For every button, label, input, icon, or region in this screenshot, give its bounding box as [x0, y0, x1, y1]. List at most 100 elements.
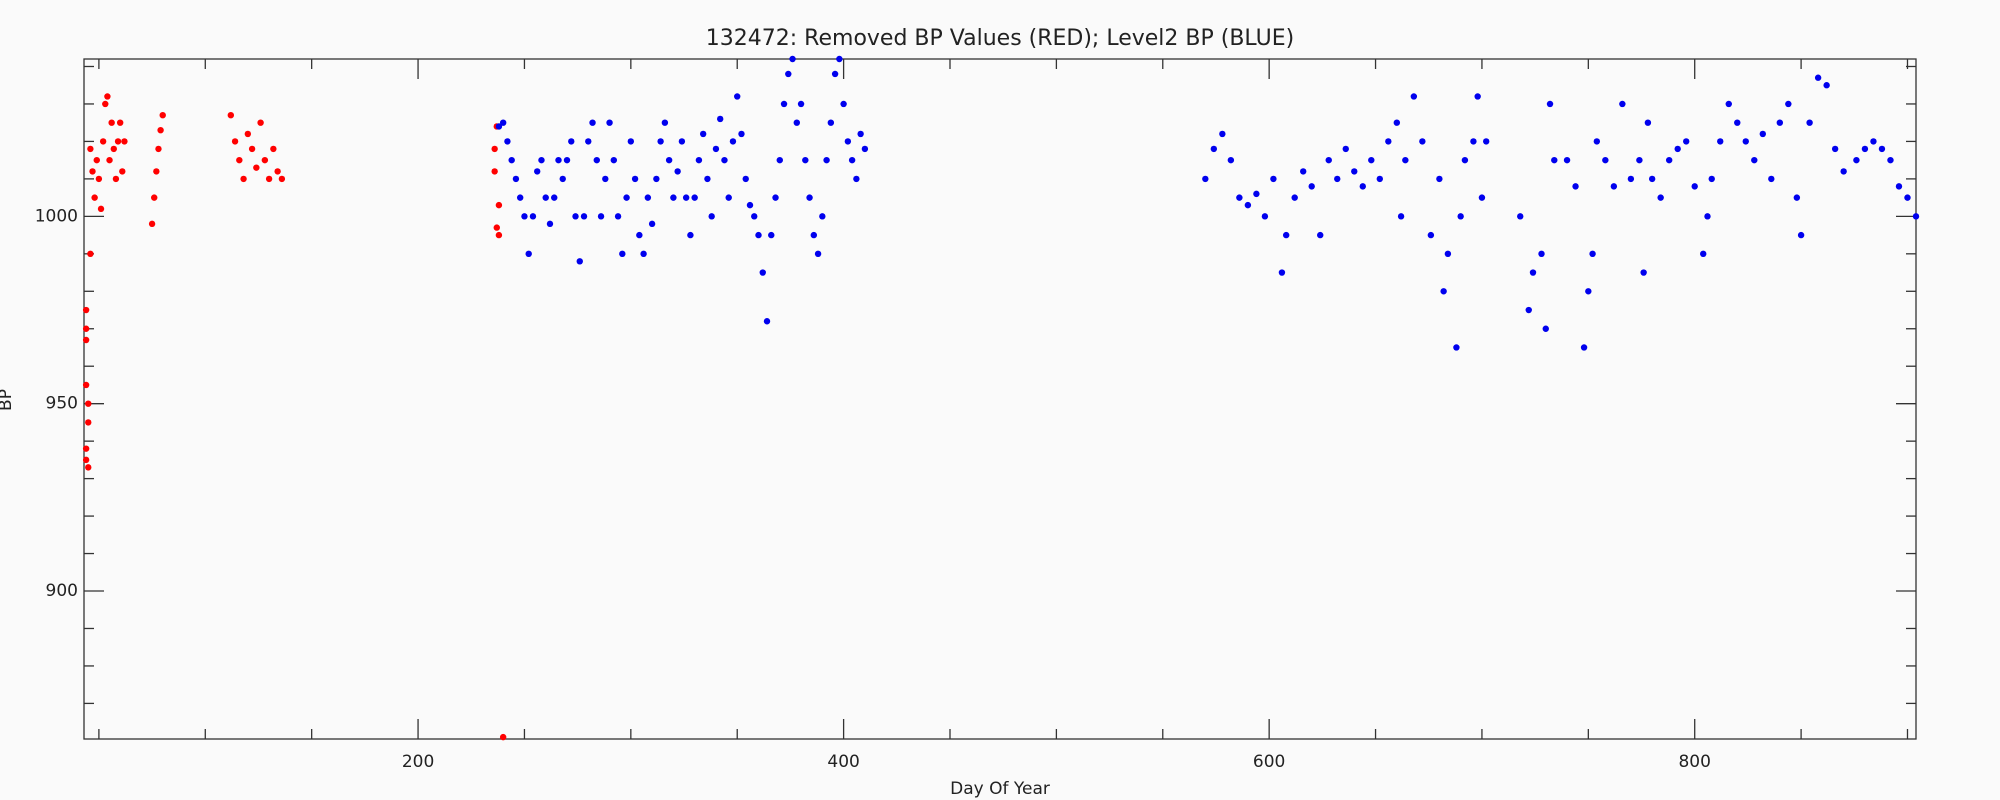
data-point	[1912, 213, 1920, 220]
data-point	[636, 231, 643, 239]
data-point	[108, 119, 115, 126]
data-point	[491, 168, 498, 175]
data-point	[1785, 100, 1792, 108]
data-point	[853, 175, 860, 183]
data-point	[491, 145, 498, 153]
data-point	[614, 213, 622, 220]
data-point	[734, 93, 741, 100]
data-point	[508, 156, 515, 164]
data-point	[674, 168, 681, 175]
data-point	[1657, 194, 1664, 201]
data-point	[87, 145, 94, 153]
data-point	[93, 156, 100, 164]
data-point	[1644, 119, 1652, 126]
data-point	[538, 156, 545, 164]
data-point	[495, 201, 503, 209]
data-point	[1793, 194, 1801, 201]
data-point	[623, 194, 630, 201]
data-point	[1776, 119, 1784, 126]
data-point	[1202, 175, 1209, 183]
data-point	[1308, 183, 1315, 190]
data-point	[1546, 100, 1554, 108]
data-point	[1572, 183, 1579, 190]
data-point	[670, 194, 677, 201]
data-point	[157, 126, 164, 134]
data-point	[85, 400, 92, 407]
data-point	[827, 119, 835, 126]
data-point	[661, 119, 669, 126]
data-point	[1580, 344, 1588, 351]
data-point	[1589, 250, 1596, 258]
data-point	[1525, 306, 1532, 314]
data-point	[716, 115, 724, 123]
data-point	[104, 93, 111, 100]
data-point	[1325, 156, 1332, 164]
x-tick-label: 400	[827, 752, 859, 772]
data-point	[857, 130, 864, 138]
data-point	[1457, 213, 1464, 220]
data-point	[121, 138, 128, 145]
data-point	[1840, 168, 1847, 175]
data-point	[102, 100, 109, 108]
data-point	[772, 194, 779, 201]
data-point	[1904, 194, 1911, 201]
data-point	[82, 456, 90, 464]
data-point	[602, 175, 609, 183]
data-point	[89, 168, 96, 175]
data-point	[597, 213, 605, 220]
data-point	[1619, 100, 1626, 108]
data-point	[529, 213, 537, 220]
data-point	[559, 175, 566, 183]
data-point	[1717, 138, 1724, 145]
data-point	[593, 156, 600, 164]
data-point	[1470, 138, 1477, 145]
data-point	[1210, 145, 1218, 153]
data-point	[793, 119, 800, 126]
data-point	[261, 156, 269, 164]
data-point	[776, 156, 783, 164]
data-point	[1300, 168, 1307, 175]
data-point	[504, 138, 511, 145]
data-point	[840, 100, 847, 108]
data-point	[244, 130, 252, 138]
data-point	[1636, 156, 1643, 164]
data-point	[1482, 138, 1490, 145]
data-point	[521, 213, 528, 220]
data-point	[1261, 213, 1269, 220]
data-point	[82, 336, 90, 344]
data-point	[110, 145, 117, 153]
data-point	[85, 419, 92, 426]
data-point	[1759, 130, 1767, 138]
data-point	[495, 123, 503, 130]
data-point	[516, 194, 524, 201]
data-point	[802, 156, 809, 164]
data-point	[240, 175, 247, 183]
data-point	[627, 138, 635, 145]
data-point	[1529, 269, 1537, 276]
data-point	[82, 325, 90, 332]
data-point	[82, 306, 90, 314]
data-point	[831, 70, 839, 78]
data-point	[1542, 325, 1549, 332]
data-point	[610, 156, 618, 164]
data-point	[148, 220, 156, 228]
data-point	[1410, 93, 1418, 100]
data-point	[1359, 183, 1366, 190]
data-point	[1427, 231, 1435, 239]
data-point	[687, 231, 694, 239]
data-point	[568, 138, 575, 145]
data-point	[1853, 156, 1860, 164]
data-point	[1610, 183, 1618, 190]
data-point	[1282, 231, 1290, 239]
data-point	[1823, 82, 1830, 89]
data-point	[746, 201, 754, 209]
data-point	[742, 175, 749, 183]
data-point	[1814, 74, 1822, 81]
data-point	[844, 138, 852, 145]
data-point	[780, 100, 788, 108]
data-point	[563, 156, 571, 164]
data-point	[1453, 344, 1460, 351]
data-point	[1683, 138, 1690, 145]
